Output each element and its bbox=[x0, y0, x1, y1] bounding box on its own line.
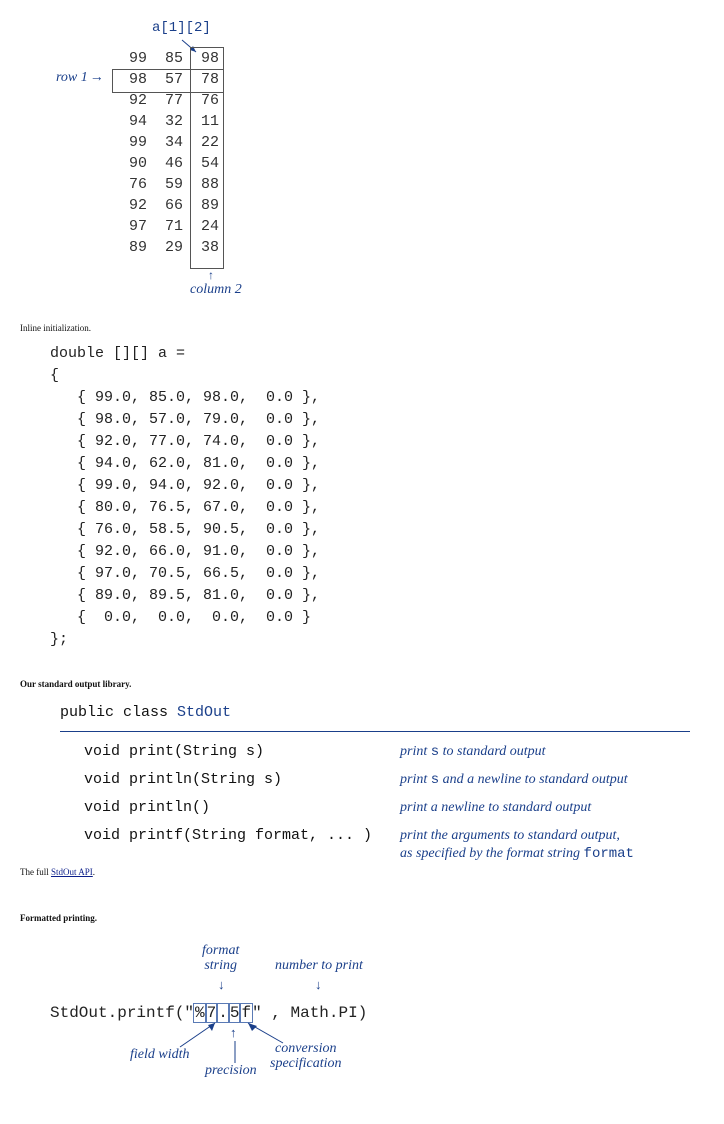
api-description: print a newline to standard output bbox=[400, 794, 591, 817]
table-cell: 94 bbox=[115, 111, 151, 132]
table-row: 977124 bbox=[115, 216, 223, 237]
table-row: 998598 bbox=[115, 48, 223, 69]
anno-conversion: conversionspecification bbox=[270, 1041, 342, 1071]
inline-init-code: double [][] a = { { 99.0, 85.0, 98.0, 0.… bbox=[50, 343, 704, 651]
table-row: 993422 bbox=[115, 132, 223, 153]
api-method-row: void printf(String format, ... ) print th… bbox=[84, 822, 690, 863]
anno-number: number to print bbox=[275, 958, 363, 973]
api-method-row: void println() print a newline to standar… bbox=[84, 794, 690, 822]
table-cell: 71 bbox=[151, 216, 187, 237]
table-cell: 98 bbox=[115, 69, 151, 90]
table-cell: 46 bbox=[151, 153, 187, 174]
table-cell: 92 bbox=[115, 195, 151, 216]
table-row: 892938 bbox=[115, 237, 223, 258]
table-cell: 11 bbox=[187, 111, 223, 132]
table-cell: 54 bbox=[187, 153, 223, 174]
table-cell: 66 bbox=[151, 195, 187, 216]
anno-format-string: formatstring bbox=[202, 943, 239, 973]
printf-code-line: StdOut.printf("%7.5f" , Math.PI) bbox=[50, 1003, 367, 1023]
array-index-figure: a[1][2] row 1 99859898577892777694321199… bbox=[60, 20, 320, 305]
table-cell: 85 bbox=[151, 48, 187, 69]
table-cell: 57 bbox=[151, 69, 187, 90]
printf-caption: Formatted printing. bbox=[20, 913, 704, 923]
table-row: 765988 bbox=[115, 174, 223, 195]
table-row: 927776 bbox=[115, 90, 223, 111]
printf-anatomy-figure: formatstring ↓ number to print ↓ StdOut.… bbox=[50, 943, 450, 1113]
arrow-up-icon: ↑ bbox=[208, 268, 214, 283]
api-rule bbox=[60, 731, 690, 732]
arrow-up-icon: ↑ bbox=[230, 1025, 237, 1041]
api-signature: void printf(String format, ... ) bbox=[84, 822, 384, 850]
table-cell: 88 bbox=[187, 174, 223, 195]
col-label: column 2 bbox=[190, 282, 242, 298]
arrow-fw-icon bbox=[195, 1023, 255, 1053]
table-cell: 92 bbox=[115, 90, 151, 111]
table-cell: 99 bbox=[115, 132, 151, 153]
class-decl-keyword: public class bbox=[60, 704, 177, 721]
api-signature: void println(String s) bbox=[84, 766, 384, 794]
anno-precision: precision bbox=[205, 1063, 257, 1078]
table-cell: 24 bbox=[187, 216, 223, 237]
table-cell: 59 bbox=[151, 174, 187, 195]
table-cell: 22 bbox=[187, 132, 223, 153]
stdout-api-link[interactable]: StdOut API bbox=[51, 867, 93, 877]
table-cell: 77 bbox=[151, 90, 187, 111]
table-row: 943211 bbox=[115, 111, 223, 132]
table-cell: 98 bbox=[187, 48, 223, 69]
table-cell: 97 bbox=[115, 216, 151, 237]
api-signature: void println() bbox=[84, 794, 384, 822]
api-signature: void print(String s) bbox=[84, 738, 384, 766]
table-cell: 38 bbox=[187, 237, 223, 258]
api-method-row: void println(String s) print s and a newl… bbox=[84, 766, 690, 794]
arrow-prec-icon bbox=[230, 1041, 240, 1065]
table-cell: 99 bbox=[115, 48, 151, 69]
table-cell: 90 bbox=[115, 153, 151, 174]
api-method-row: void print(String s) print s to standard … bbox=[84, 738, 690, 766]
row-label: row 1 bbox=[56, 70, 104, 86]
arrow-down-icon: ↓ bbox=[218, 977, 225, 993]
table-cell: 34 bbox=[151, 132, 187, 153]
table-cell: 76 bbox=[187, 90, 223, 111]
table-cell: 89 bbox=[187, 195, 223, 216]
array-table: 9985989857789277769432119934229046547659… bbox=[115, 48, 223, 258]
table-cell: 78 bbox=[187, 69, 223, 90]
table-cell: 32 bbox=[151, 111, 187, 132]
api-description: print s to standard output bbox=[400, 738, 546, 761]
array-top-label: a[1][2] bbox=[152, 20, 211, 36]
arrow-down-icon: ↓ bbox=[315, 977, 322, 993]
inline-init-caption: Inline initialization. bbox=[20, 323, 704, 333]
table-row: 926689 bbox=[115, 195, 223, 216]
api-description: print the arguments to standard output,a… bbox=[400, 822, 634, 863]
table-cell: 89 bbox=[115, 237, 151, 258]
anno-field-width: field width bbox=[130, 1047, 190, 1062]
table-cell: 76 bbox=[115, 174, 151, 195]
class-name: StdOut bbox=[177, 704, 231, 721]
stdout-footer: The full StdOut API. bbox=[20, 867, 704, 877]
table-row: 904654 bbox=[115, 153, 223, 174]
table-row: 985778 bbox=[115, 69, 223, 90]
stdout-api-figure: public class StdOut void print(String s)… bbox=[60, 699, 690, 863]
table-cell: 29 bbox=[151, 237, 187, 258]
api-description: print s and a newline to standard output bbox=[400, 766, 628, 789]
stdout-caption: Our standard output library. bbox=[20, 679, 704, 689]
